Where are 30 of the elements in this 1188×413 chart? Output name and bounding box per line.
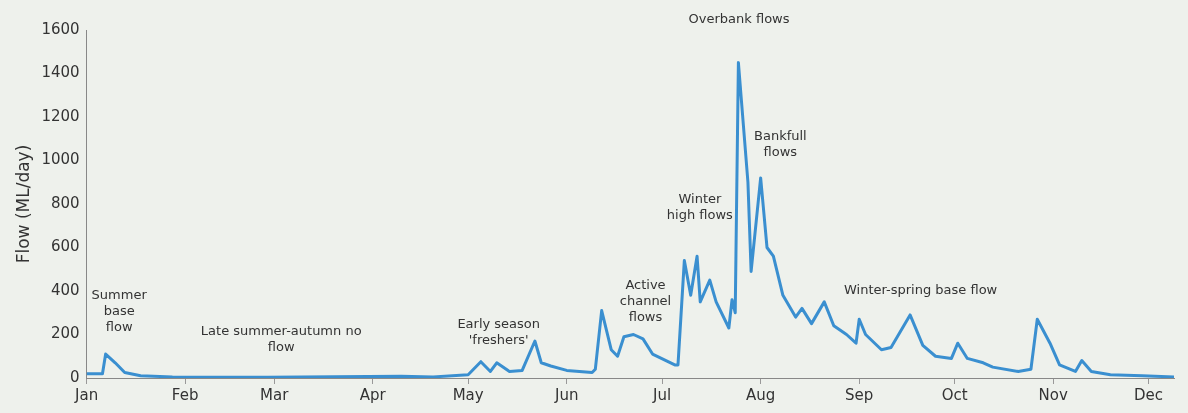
y-tick-label: 1000 [41,150,80,169]
y-tick-label: 0 [70,367,80,386]
y-tick-label: 1400 [41,63,80,82]
y-tick-label: 1200 [41,106,80,125]
y-tick-label: 800 [50,193,80,212]
x-tick-label: Mar [260,385,290,404]
annotation: Bankfull flows [754,128,807,160]
annotation: Winter high flows [666,190,734,222]
x-tick-label: Oct [941,385,968,404]
y-tick-label: 400 [50,280,80,299]
annotation: Active channel flows [619,276,672,324]
x-tick-label: Nov [1038,385,1068,404]
x-tick-label: Dec [1134,385,1164,404]
y-tick-label: 200 [50,324,80,343]
x-tick-label: Jul [652,385,672,404]
y-axis-title: Flow (ML/day) [12,144,33,264]
x-tick-label: Jun [553,385,579,404]
x-tick-label: Feb [171,385,199,404]
annotation: Winter-spring base flow [844,282,998,298]
y-tick-label: 1600 [41,19,80,38]
x-tick-label: Aug [746,385,776,404]
annotation: Summer base flow [91,287,148,335]
text: Overbank flows [688,10,790,26]
x-tick-label: Sep [845,385,874,404]
x-tick-label: May [452,385,484,404]
x-tick-label: Jan [74,385,99,404]
x-tick-label: Apr [359,385,387,404]
annotation: Late summer-autumn no flow [200,323,362,355]
y-tick-label: 600 [50,237,80,256]
annotation: Early season 'freshers' [457,316,541,348]
